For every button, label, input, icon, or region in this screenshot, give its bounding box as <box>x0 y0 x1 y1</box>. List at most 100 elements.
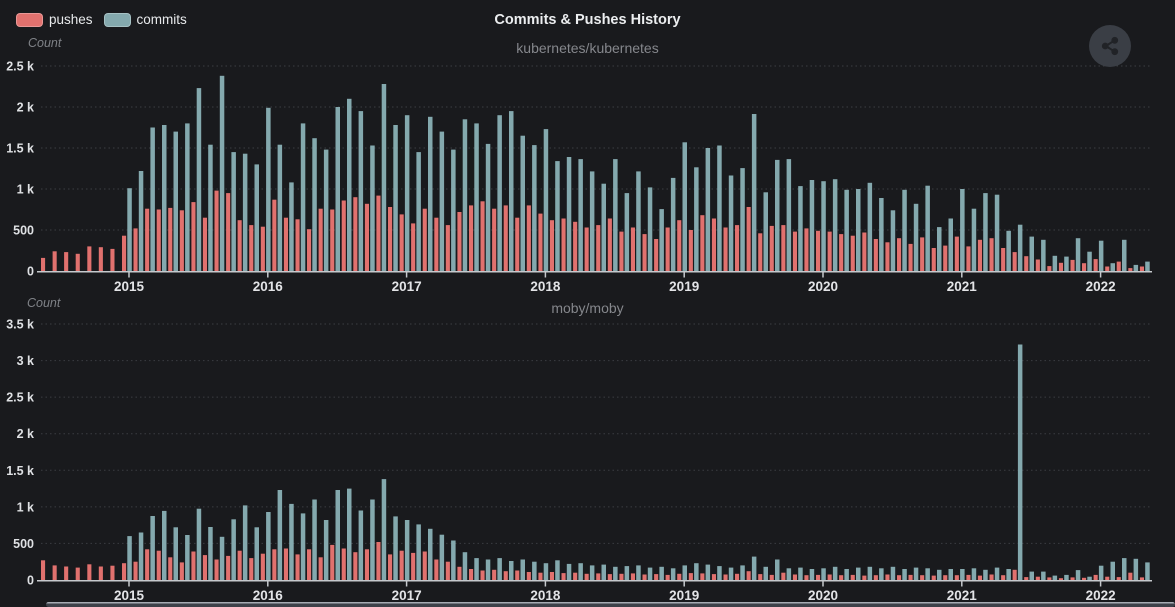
commits-bar[interactable] <box>462 552 468 580</box>
pushes-bar[interactable] <box>179 562 184 580</box>
pushes-bar[interactable] <box>607 218 612 272</box>
pushes-bar[interactable] <box>619 573 624 580</box>
pushes-bar[interactable] <box>1082 263 1087 271</box>
pushes-bar[interactable] <box>665 574 670 580</box>
commits-bar[interactable] <box>323 149 329 271</box>
commits-bar[interactable] <box>925 185 930 271</box>
pushes-bar[interactable] <box>98 566 103 581</box>
commits-bar[interactable] <box>335 107 341 271</box>
commits-bar[interactable] <box>867 182 873 271</box>
pushes-bar[interactable] <box>1139 577 1144 580</box>
commits-bar[interactable] <box>647 187 653 271</box>
commits-bar[interactable] <box>613 566 618 580</box>
pushes-bar[interactable] <box>873 239 878 271</box>
commits-bar[interactable] <box>1122 239 1127 271</box>
pushes-bar[interactable] <box>769 225 774 271</box>
commits-bar[interactable] <box>1006 569 1011 580</box>
commits-bar[interactable] <box>890 210 896 271</box>
pushes-bar[interactable] <box>226 555 231 580</box>
commits-bar[interactable] <box>555 161 560 271</box>
pushes-bar[interactable] <box>549 220 554 271</box>
pushes-bar[interactable] <box>1047 577 1052 580</box>
pushes-bar[interactable] <box>1001 248 1006 271</box>
commits-bar[interactable] <box>578 563 583 580</box>
commits-bar[interactable] <box>694 167 699 271</box>
pushes-bar[interactable] <box>642 574 647 581</box>
pushes-bar[interactable] <box>168 557 173 580</box>
commits-bar[interactable] <box>659 566 664 580</box>
commits-bar[interactable] <box>474 123 479 272</box>
pushes-bar[interactable] <box>110 565 115 580</box>
commits-bar[interactable] <box>173 527 179 580</box>
commits-bar[interactable] <box>994 567 1000 580</box>
commits-bar[interactable] <box>416 152 421 271</box>
pushes-bar[interactable] <box>87 246 92 271</box>
commits-bar[interactable] <box>913 203 919 271</box>
pushes-bar[interactable] <box>411 223 416 271</box>
pushes-bar[interactable] <box>584 573 589 580</box>
commits-bar[interactable] <box>960 569 965 580</box>
pushes-bar[interactable] <box>977 575 982 580</box>
commits-bar[interactable] <box>150 127 155 272</box>
pushes-bar[interactable] <box>214 559 219 581</box>
pushes-bar[interactable] <box>711 574 716 580</box>
commits-bar[interactable] <box>312 138 317 271</box>
commits-bar[interactable] <box>751 114 757 271</box>
pushes-bar[interactable] <box>1035 576 1040 580</box>
pushes-bar[interactable] <box>630 573 635 580</box>
commits-bar[interactable] <box>856 567 861 580</box>
commits-bar[interactable] <box>902 189 907 271</box>
commits-bar[interactable] <box>335 490 341 580</box>
pushes-bar[interactable] <box>330 209 335 272</box>
commits-bar[interactable] <box>300 513 306 580</box>
commits-bar[interactable] <box>902 569 907 580</box>
commits-bar[interactable] <box>1017 344 1023 581</box>
pushes-bar[interactable] <box>457 212 462 271</box>
pushes-bar[interactable] <box>202 555 207 580</box>
pushes-bar[interactable] <box>839 234 844 271</box>
commits-bar[interactable] <box>439 534 445 580</box>
pushes-bar[interactable] <box>723 574 728 581</box>
commits-bar[interactable] <box>1110 561 1116 580</box>
commits-bar[interactable] <box>497 558 502 580</box>
commits-bar[interactable] <box>370 145 375 272</box>
commits-bar[interactable] <box>659 209 664 271</box>
pushes-bar[interactable] <box>272 199 277 271</box>
pushes-bar[interactable] <box>492 569 497 580</box>
commits-bar[interactable] <box>763 566 769 580</box>
pushes-bar[interactable] <box>943 245 948 271</box>
pushes-bar[interactable] <box>434 217 439 271</box>
pushes-bar[interactable] <box>954 575 959 580</box>
pushes-bar[interactable] <box>353 197 358 271</box>
pushes-bar[interactable] <box>931 575 936 580</box>
commits-bar[interactable] <box>474 558 479 580</box>
pushes-bar[interactable] <box>966 246 971 271</box>
commits-bar[interactable] <box>196 88 202 271</box>
commits-bar[interactable] <box>289 503 294 580</box>
commits-bar[interactable] <box>821 568 826 580</box>
pushes-bar[interactable] <box>41 257 46 271</box>
commits-bar[interactable] <box>127 188 132 271</box>
commits-bar[interactable] <box>844 189 849 271</box>
pushes-bar[interactable] <box>237 550 242 580</box>
commits-bar[interactable] <box>856 189 861 271</box>
commits-bar[interactable] <box>705 148 711 271</box>
commits-bar[interactable] <box>624 193 630 271</box>
commits-bar[interactable] <box>219 536 225 580</box>
commits-bar[interactable] <box>381 84 387 271</box>
commits-bar[interactable] <box>451 540 456 581</box>
pushes-bar[interactable] <box>52 565 57 580</box>
pushes-bar[interactable] <box>1024 577 1029 580</box>
pushes-bar[interactable] <box>989 574 994 581</box>
commits-bar[interactable] <box>717 566 722 580</box>
commits-bar[interactable] <box>798 567 803 580</box>
commits-bar[interactable] <box>242 505 248 580</box>
pushes-bar[interactable] <box>1058 578 1063 580</box>
pushes-bar[interactable] <box>573 572 578 580</box>
commits-bar[interactable] <box>751 556 757 580</box>
commits-bar[interactable] <box>127 536 132 580</box>
pushes-bar[interactable] <box>434 559 439 581</box>
pushes-bar[interactable] <box>792 574 797 581</box>
commits-bar[interactable] <box>277 490 283 580</box>
